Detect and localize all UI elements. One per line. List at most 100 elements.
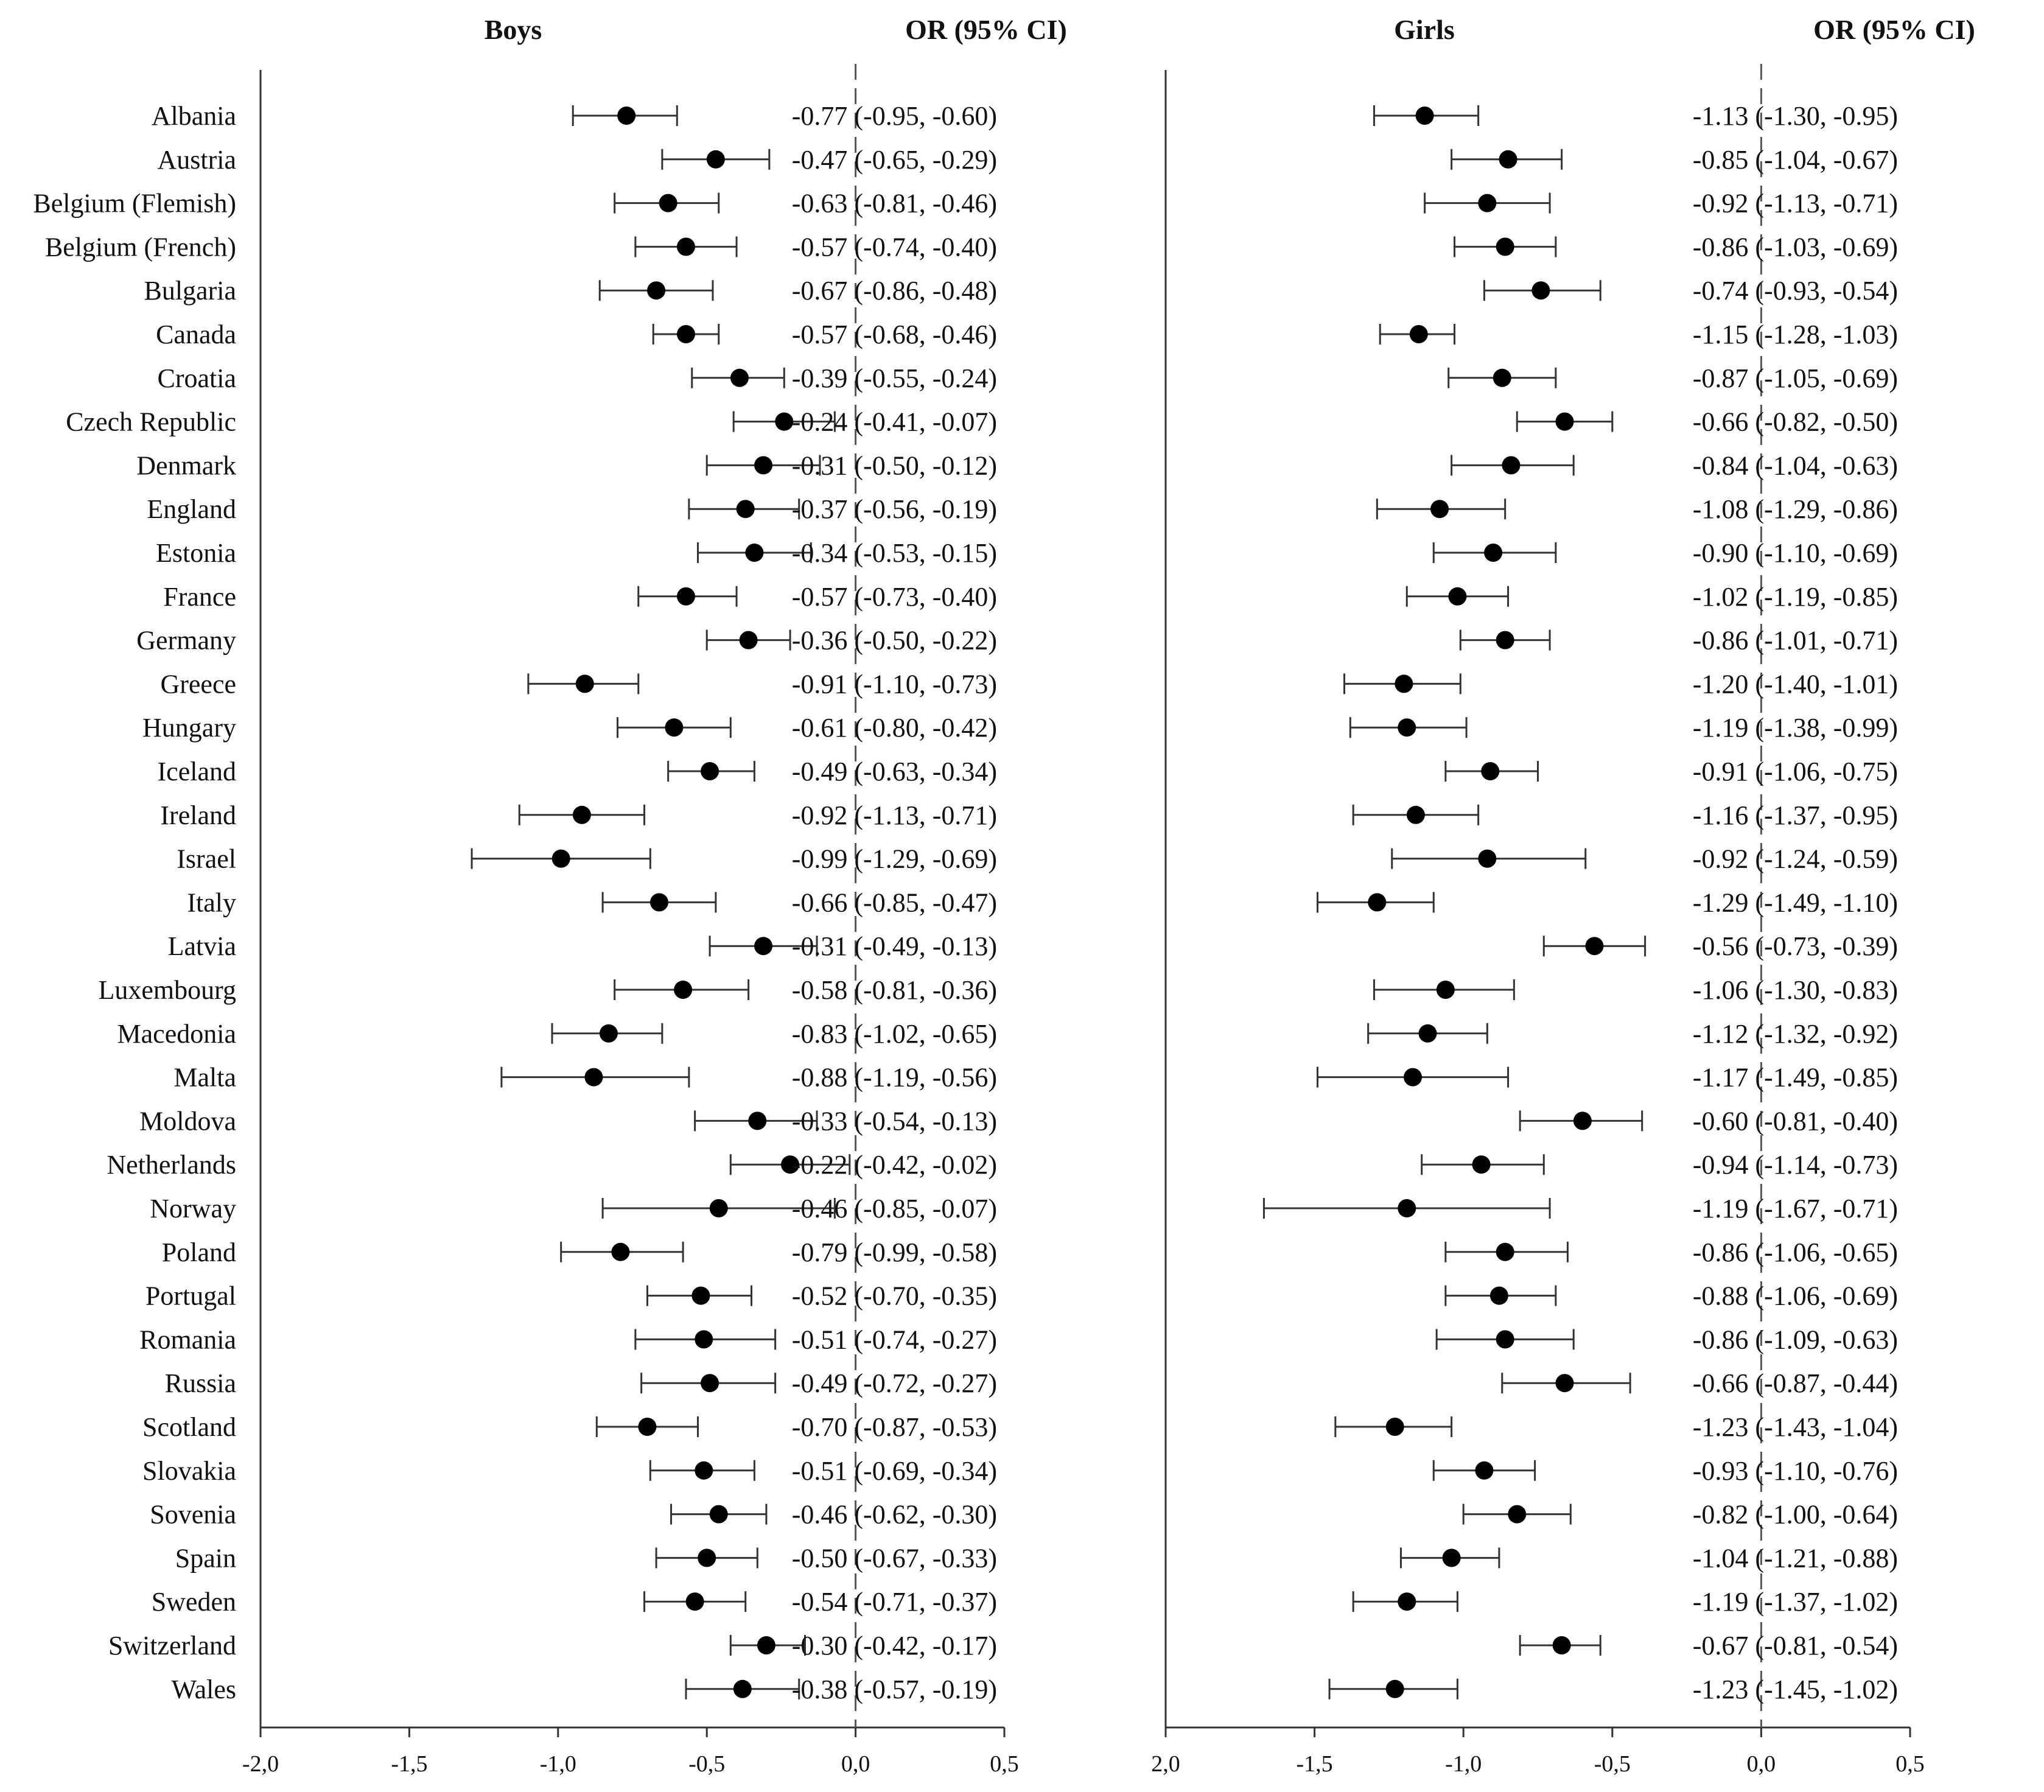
country-label: Denmark: [136, 450, 236, 480]
boys-or-ci-label: -0.31 (-0.49, -0.13): [792, 931, 997, 961]
girls-point-estimate: [1481, 762, 1500, 780]
boys-or-ci-label: -0.47 (-0.65, -0.29): [792, 145, 997, 175]
boys-point-estimate: [701, 762, 719, 780]
girls-point-estimate: [1496, 237, 1514, 256]
country-label: Sovenia: [150, 1500, 236, 1530]
boys-point-estimate: [638, 1418, 657, 1436]
country-label: Italy: [187, 887, 236, 917]
country-label: Malta: [173, 1063, 236, 1093]
girls-or-ci-label: -1.20 (-1.40, -1.01): [1693, 669, 1898, 699]
girls-point-estimate: [1409, 325, 1428, 343]
boys-point-estimate: [691, 1286, 710, 1305]
girls-or-ci-label: -1.23 (-1.45, -1.02): [1693, 1675, 1898, 1704]
country-label: Switzerland: [108, 1631, 236, 1661]
boys-or-ci-label: -0.99 (-1.29, -0.69): [792, 844, 997, 874]
boys-or-ci-label: -0.31 (-0.50, -0.12): [792, 450, 997, 480]
girls-or-ci-label: -1.13 (-1.30, -0.95): [1693, 101, 1898, 131]
boys-point-estimate: [599, 1024, 618, 1043]
girls-point-estimate: [1398, 1592, 1416, 1611]
boys-or-ci-label: -0.92 (-1.13, -0.71): [792, 800, 997, 830]
boys-or-ci-label: -0.51 (-0.74, -0.27): [792, 1325, 997, 1354]
boys-or-ci-label: -0.22 (-0.42, -0.02): [792, 1150, 997, 1180]
girls-point-estimate: [1475, 1461, 1494, 1480]
boys-point-estimate: [572, 805, 591, 824]
girls-point-estimate: [1404, 1068, 1423, 1087]
boys-or-ci-label: -0.46 (-0.62, -0.30): [792, 1500, 997, 1530]
boys-or-ci-label: -0.34 (-0.53, -0.15): [792, 538, 997, 568]
boys-or-ci-label: -0.54 (-0.71, -0.37): [792, 1587, 997, 1617]
boys-point-estimate: [695, 1330, 713, 1349]
girls-or-ci-label: -1.16 (-1.37, -0.95): [1693, 800, 1898, 830]
country-label: Bulgaria: [144, 276, 236, 306]
boys-x-tick-label: -2,0: [242, 1751, 279, 1777]
boys-or-ci-label: -0.57 (-0.74, -0.40): [792, 232, 997, 262]
girls-point-estimate: [1436, 981, 1455, 999]
country-label: Greece: [160, 669, 236, 699]
boys-or-ci-label: -0.66 (-0.85, -0.47): [792, 887, 997, 917]
girls-or-ci-label: -0.86 (-1.09, -0.63): [1693, 1325, 1898, 1354]
boys-or-ci-label: -0.30 (-0.42, -0.17): [792, 1631, 997, 1661]
country-label: Albania: [152, 101, 236, 131]
boys-or-ci-label: -0.49 (-0.63, -0.34): [792, 757, 997, 786]
boys-point-estimate: [698, 1549, 716, 1567]
girls-point-estimate: [1508, 1505, 1527, 1524]
country-label: Ireland: [160, 800, 236, 830]
boys-point-estimate: [748, 1111, 767, 1130]
girls-or-ci-label: -1.19 (-1.37, -1.02): [1693, 1587, 1898, 1617]
country-label: Canada: [156, 320, 236, 349]
girls-point-estimate: [1499, 150, 1517, 169]
boys-or-ci-label: -0.51 (-0.69, -0.34): [792, 1456, 997, 1486]
boys-or-ci-label: -0.63 (-0.81, -0.46): [792, 189, 997, 219]
girls-or-column-header: OR (95% CI): [1813, 14, 1975, 45]
girls-or-ci-label: -0.74 (-0.93, -0.54): [1693, 276, 1898, 306]
boys-or-ci-label: -0.46 (-0.85, -0.07): [792, 1194, 997, 1223]
girls-point-estimate: [1395, 674, 1413, 693]
girls-or-ci-label: -0.67 (-0.81, -0.54): [1693, 1631, 1898, 1661]
country-label: Belgium (French): [45, 232, 236, 262]
girls-or-ci-label: -1.12 (-1.32, -0.92): [1693, 1019, 1898, 1049]
girls-or-ci-label: -0.60 (-0.81, -0.40): [1693, 1106, 1898, 1136]
boys-or-column-header: OR (95% CI): [905, 14, 1067, 45]
girls-point-estimate: [1585, 937, 1604, 956]
country-label: Austria: [157, 145, 236, 175]
girls-or-ci-label: -1.02 (-1.19, -0.85): [1693, 582, 1898, 612]
country-label: France: [163, 582, 236, 612]
country-label: Iceland: [158, 757, 236, 786]
girls-or-ci-label: -0.88 (-1.06, -0.69): [1693, 1281, 1898, 1311]
boys-x-tick-label: 0,0: [841, 1751, 870, 1777]
boys-or-ci-label: -0.52 (-0.70, -0.35): [792, 1281, 997, 1311]
boys-point-estimate: [659, 194, 677, 212]
boys-or-ci-label: -0.79 (-0.99, -0.58): [792, 1237, 997, 1267]
boys-point-estimate: [676, 237, 695, 256]
girls-or-ci-label: -0.94 (-1.14, -0.73): [1693, 1150, 1898, 1180]
country-label: Belgium (Flemish): [33, 189, 236, 219]
boys-point-estimate: [745, 544, 764, 562]
girls-point-estimate: [1385, 1418, 1404, 1436]
boys-point-estimate: [754, 937, 773, 956]
girls-or-ci-label: -1.06 (-1.30, -0.83): [1693, 975, 1898, 1005]
girls-point-estimate: [1385, 1679, 1404, 1698]
girls-point-estimate: [1442, 1549, 1461, 1567]
boys-point-estimate: [649, 893, 668, 912]
country-label: Portugal: [145, 1281, 236, 1311]
girls-or-ci-label: -1.08 (-1.29, -0.86): [1693, 494, 1898, 524]
girls-or-ci-label: -1.23 (-1.43, -1.04): [1693, 1412, 1898, 1442]
boys-point-estimate: [647, 281, 666, 300]
girls-point-estimate: [1478, 194, 1497, 212]
country-label: Germany: [136, 626, 236, 656]
country-label: Scotland: [142, 1412, 236, 1442]
girls-or-ci-label: -0.92 (-1.24, -0.59): [1693, 844, 1898, 874]
boys-point-estimate: [733, 1679, 752, 1698]
girls-or-ci-label: -0.93 (-1.10, -0.76): [1693, 1456, 1898, 1486]
boys-or-ci-label: -0.67 (-0.86, -0.48): [792, 276, 997, 306]
girls-point-estimate: [1472, 1155, 1491, 1174]
country-label: Estonia: [156, 538, 236, 568]
boys-point-estimate: [775, 412, 794, 431]
girls-or-ci-label: -1.19 (-1.67, -0.71): [1693, 1194, 1898, 1223]
boys-or-ci-label: -0.77 (-0.95, -0.60): [792, 101, 997, 131]
girls-or-ci-label: -0.82 (-1.00, -0.64): [1693, 1500, 1898, 1530]
boys-point-estimate: [739, 631, 758, 649]
country-label: Romania: [139, 1325, 236, 1354]
girls-point-estimate: [1531, 281, 1550, 300]
